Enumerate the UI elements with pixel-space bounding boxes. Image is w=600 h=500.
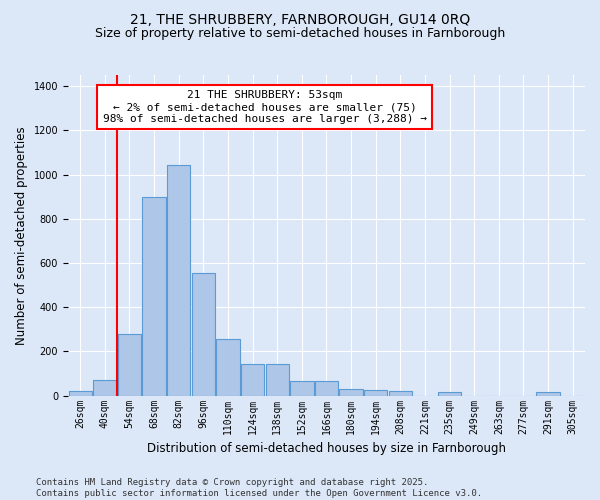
Text: Contains HM Land Registry data © Crown copyright and database right 2025.
Contai: Contains HM Land Registry data © Crown c… [36, 478, 482, 498]
Bar [191, 273, 215, 396]
Bar [266, 364, 289, 396]
Bar [389, 391, 412, 396]
Bar [216, 340, 239, 396]
X-axis label: Distribution of semi-detached houses by size in Farnborough: Distribution of semi-detached houses by … [147, 442, 506, 455]
Bar [68, 391, 92, 396]
Bar [142, 196, 166, 396]
Bar [290, 382, 314, 396]
Bar [340, 389, 363, 396]
Bar [167, 164, 190, 396]
Bar [118, 334, 141, 396]
Bar [536, 392, 560, 396]
Bar [241, 364, 264, 396]
Text: Size of property relative to semi-detached houses in Farnborough: Size of property relative to semi-detach… [95, 28, 505, 40]
Bar [364, 390, 388, 396]
Bar [438, 392, 461, 396]
Text: 21 THE SHRUBBERY: 53sqm
← 2% of semi-detached houses are smaller (75)
98% of sem: 21 THE SHRUBBERY: 53sqm ← 2% of semi-det… [103, 90, 427, 124]
Y-axis label: Number of semi-detached properties: Number of semi-detached properties [15, 126, 28, 344]
Bar [315, 382, 338, 396]
Text: 21, THE SHRUBBERY, FARNBOROUGH, GU14 0RQ: 21, THE SHRUBBERY, FARNBOROUGH, GU14 0RQ [130, 12, 470, 26]
Bar [93, 380, 116, 396]
